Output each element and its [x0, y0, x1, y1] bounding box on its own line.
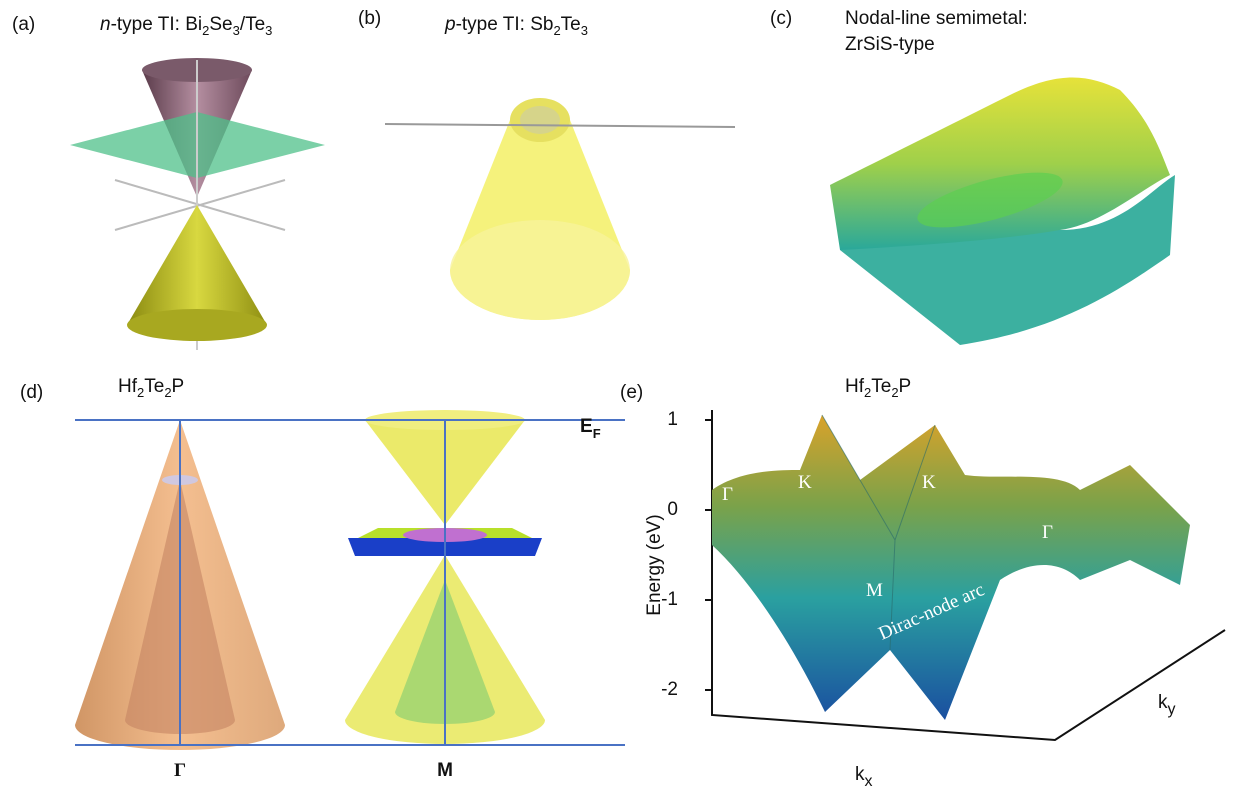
depth-axis-label: ky — [1158, 692, 1176, 718]
y-tick-label: 1 — [667, 409, 678, 430]
panel-label: (d) — [20, 382, 43, 403]
panel-label: (a) — [12, 14, 35, 35]
panel-title: Nodal-line semimetal: — [845, 8, 1028, 29]
panel-title: Hf2Te2P — [118, 376, 184, 400]
y-tick-label: -2 — [661, 679, 678, 700]
panel-label: (c) — [770, 8, 792, 29]
hole-cone — [385, 98, 735, 320]
panel-title: Hf2Te2P — [845, 376, 911, 400]
x-axis-label: kx — [855, 764, 873, 786]
y-axis-label: Energy (eV) — [644, 514, 665, 615]
point-label: K — [798, 472, 812, 493]
dirac-cones-a — [70, 58, 325, 350]
panel-label: (b) — [358, 8, 381, 29]
point-label: K — [922, 472, 936, 493]
panel-title: n-type TI: Bi2Se3/Te3 — [100, 14, 272, 38]
y-tick-label: 0 — [667, 499, 678, 520]
panel-title: p-type TI: Sb2Te3 — [444, 14, 588, 38]
figure: (a) n-type TI: Bi2Se3/Te3 (b) p-type TI:… — [0, 0, 1241, 786]
panel-title: ZrSiS-type — [845, 34, 935, 55]
point-label: Γ — [722, 484, 733, 505]
point-label: Γ — [1042, 522, 1053, 543]
point-label: M — [866, 580, 883, 601]
point-label: Γ — [174, 760, 186, 781]
panel-label: (e) — [620, 382, 643, 403]
nodal-surface — [830, 78, 1175, 346]
point-label: M — [437, 760, 453, 781]
cones-d — [75, 410, 545, 750]
band-surface — [712, 415, 1190, 720]
